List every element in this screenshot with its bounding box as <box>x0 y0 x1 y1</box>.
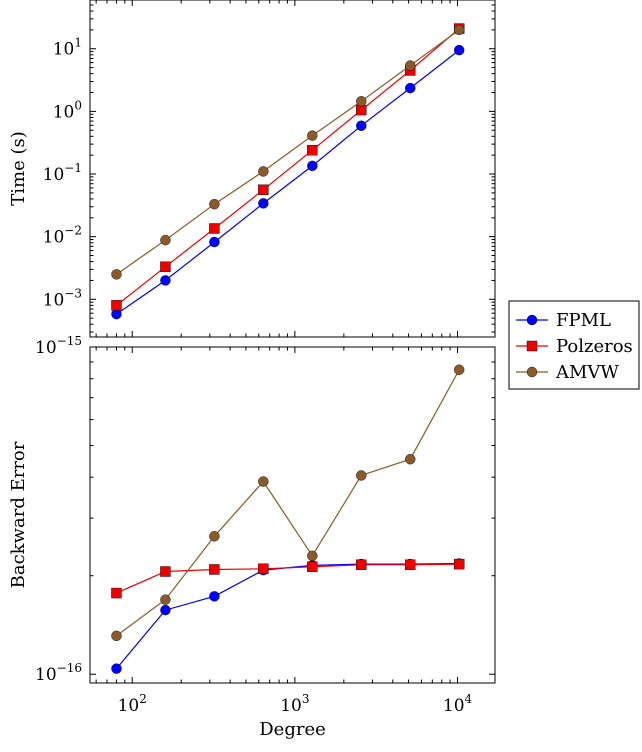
data-point-fpml <box>160 275 171 286</box>
legend: FPML Polzeros AMVW <box>508 300 640 390</box>
x-tick-label: 103 <box>280 692 309 716</box>
data-point-amvw <box>258 166 269 177</box>
data-point-amvw <box>160 234 171 246</box>
x-tick-label-base: 10 <box>118 696 140 716</box>
data-point-fpml <box>111 663 122 674</box>
data-point-polzeros <box>307 144 318 156</box>
data-point-amvw <box>209 198 220 210</box>
series-line-amvw <box>116 369 460 637</box>
x-tick-label-base: 10 <box>443 696 465 716</box>
data-point-amvw <box>405 60 416 71</box>
data-point-fpml <box>209 591 220 602</box>
data-point-polzeros <box>356 559 367 570</box>
y-tick-label: 10−1 <box>43 161 82 185</box>
legend-label-fpml: FPML <box>556 310 611 331</box>
y-tick-label: 10−15 <box>35 334 82 358</box>
legend-label-polzeros: Polzeros <box>556 336 633 357</box>
series-line-amvw <box>116 29 460 275</box>
data-point-fpml <box>160 604 171 616</box>
y-tick-label-base: 10 <box>43 228 65 248</box>
data-point-amvw <box>209 531 220 542</box>
data-point-amvw <box>307 130 318 141</box>
data-point-polzeros <box>258 563 269 574</box>
data-point-amvw <box>111 630 122 642</box>
data-point-fpml <box>405 82 416 94</box>
panel-2-frame <box>89 346 496 684</box>
y-tick-label-exp: −15 <box>57 334 82 348</box>
y-tick-label-base: 10 <box>35 665 57 685</box>
y-tick-label-base: 10 <box>35 338 57 358</box>
series-line-fpml <box>116 562 460 669</box>
data-point-polzeros <box>453 558 465 570</box>
legend-marker-polzeros <box>526 340 538 352</box>
y-axis-title: Time (s) <box>8 131 29 206</box>
legend-label-amvw: AMVW <box>555 362 619 383</box>
y-tick-label: 101 <box>53 36 82 60</box>
data-point-polzeros <box>160 261 171 273</box>
data-point-fpml <box>356 120 367 131</box>
y-tick-label-base: 10 <box>43 165 65 185</box>
x-tick-label-base: 10 <box>280 696 302 716</box>
data-point-polzeros <box>209 223 220 234</box>
data-point-fpml <box>209 236 220 248</box>
data-point-amvw <box>160 594 171 605</box>
data-point-amvw <box>258 476 269 487</box>
y-tick-label-exp: 0 <box>74 98 82 112</box>
x-tick-label: 104 <box>443 692 473 716</box>
y-tick-label-base: 10 <box>43 290 65 310</box>
data-point-amvw <box>453 24 465 36</box>
y-tick-label-exp: −2 <box>64 224 82 238</box>
data-point-amvw <box>356 470 367 481</box>
panel-1-frame <box>89 0 496 338</box>
y-tick-label: 10−16 <box>35 661 82 685</box>
data-point-fpml <box>307 160 318 172</box>
x-tick-label-exp: 3 <box>302 692 310 706</box>
data-point-polzeros <box>160 566 171 577</box>
series-line-fpml <box>116 49 460 315</box>
y-tick-label-exp: 1 <box>74 36 82 50</box>
y-tick-label: 100 <box>53 98 82 122</box>
data-point-amvw <box>307 550 318 562</box>
data-point-amvw <box>453 364 465 375</box>
y-tick-label-base: 10 <box>53 40 75 60</box>
data-point-amvw <box>111 269 122 280</box>
y-axis-title: Backward Error <box>8 441 29 588</box>
y-tick-label-exp: −3 <box>64 286 82 300</box>
y-tick-label-exp: −1 <box>64 161 82 175</box>
data-point-polzeros <box>209 564 220 575</box>
data-point-polzeros <box>405 559 416 570</box>
data-point-polzeros <box>111 300 122 311</box>
y-tick-label: 10−2 <box>43 224 82 248</box>
legend-marker-fpml <box>526 314 538 326</box>
data-point-polzeros <box>307 561 318 572</box>
data-point-fpml <box>258 198 269 209</box>
x-tick-label-exp: 4 <box>465 692 473 706</box>
series-line-polzeros <box>116 563 460 594</box>
x-tick-label-exp: 2 <box>139 692 147 706</box>
data-point-fpml <box>453 44 465 56</box>
x-axis-title: Degree <box>259 719 326 740</box>
y-tick-label: 10−3 <box>43 286 82 310</box>
data-point-amvw <box>405 454 416 465</box>
y-tick-label-base: 10 <box>53 102 75 122</box>
series-line-polzeros <box>116 28 460 306</box>
y-tick-label-exp: −16 <box>57 661 82 675</box>
legend-marker-amvw <box>526 366 538 378</box>
panel-2: Backward Error <box>8 346 496 684</box>
data-point-polzeros <box>356 104 367 116</box>
x-tick-label: 102 <box>118 692 147 716</box>
panel-1: Time (s) <box>8 0 496 338</box>
data-point-fpml <box>111 308 122 320</box>
data-point-polzeros <box>258 184 269 195</box>
data-point-amvw <box>356 96 367 107</box>
data-point-polzeros <box>111 587 122 599</box>
